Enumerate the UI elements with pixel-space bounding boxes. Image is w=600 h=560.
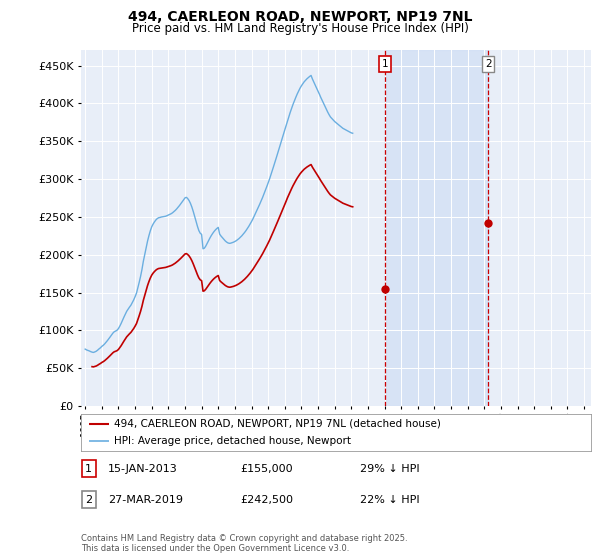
Text: 494, CAERLEON ROAD, NEWPORT, NP19 7NL (detached house): 494, CAERLEON ROAD, NEWPORT, NP19 7NL (d… <box>114 418 441 428</box>
Text: 29% ↓ HPI: 29% ↓ HPI <box>360 464 419 474</box>
Text: 494, CAERLEON ROAD, NEWPORT, NP19 7NL: 494, CAERLEON ROAD, NEWPORT, NP19 7NL <box>128 10 472 24</box>
Text: 22% ↓ HPI: 22% ↓ HPI <box>360 494 419 505</box>
Text: 2: 2 <box>485 59 491 69</box>
Text: 1: 1 <box>85 464 92 474</box>
Text: £155,000: £155,000 <box>240 464 293 474</box>
Bar <box>385 50 488 406</box>
Text: £242,500: £242,500 <box>240 494 293 505</box>
Text: 2: 2 <box>85 494 92 505</box>
Text: Price paid vs. HM Land Registry's House Price Index (HPI): Price paid vs. HM Land Registry's House … <box>131 22 469 35</box>
Text: 15-JAN-2013: 15-JAN-2013 <box>108 464 178 474</box>
Text: 1: 1 <box>382 59 389 69</box>
Text: 27-MAR-2019: 27-MAR-2019 <box>108 494 183 505</box>
Text: HPI: Average price, detached house, Newport: HPI: Average price, detached house, Newp… <box>114 436 351 446</box>
Text: Contains HM Land Registry data © Crown copyright and database right 2025.
This d: Contains HM Land Registry data © Crown c… <box>81 534 407 553</box>
